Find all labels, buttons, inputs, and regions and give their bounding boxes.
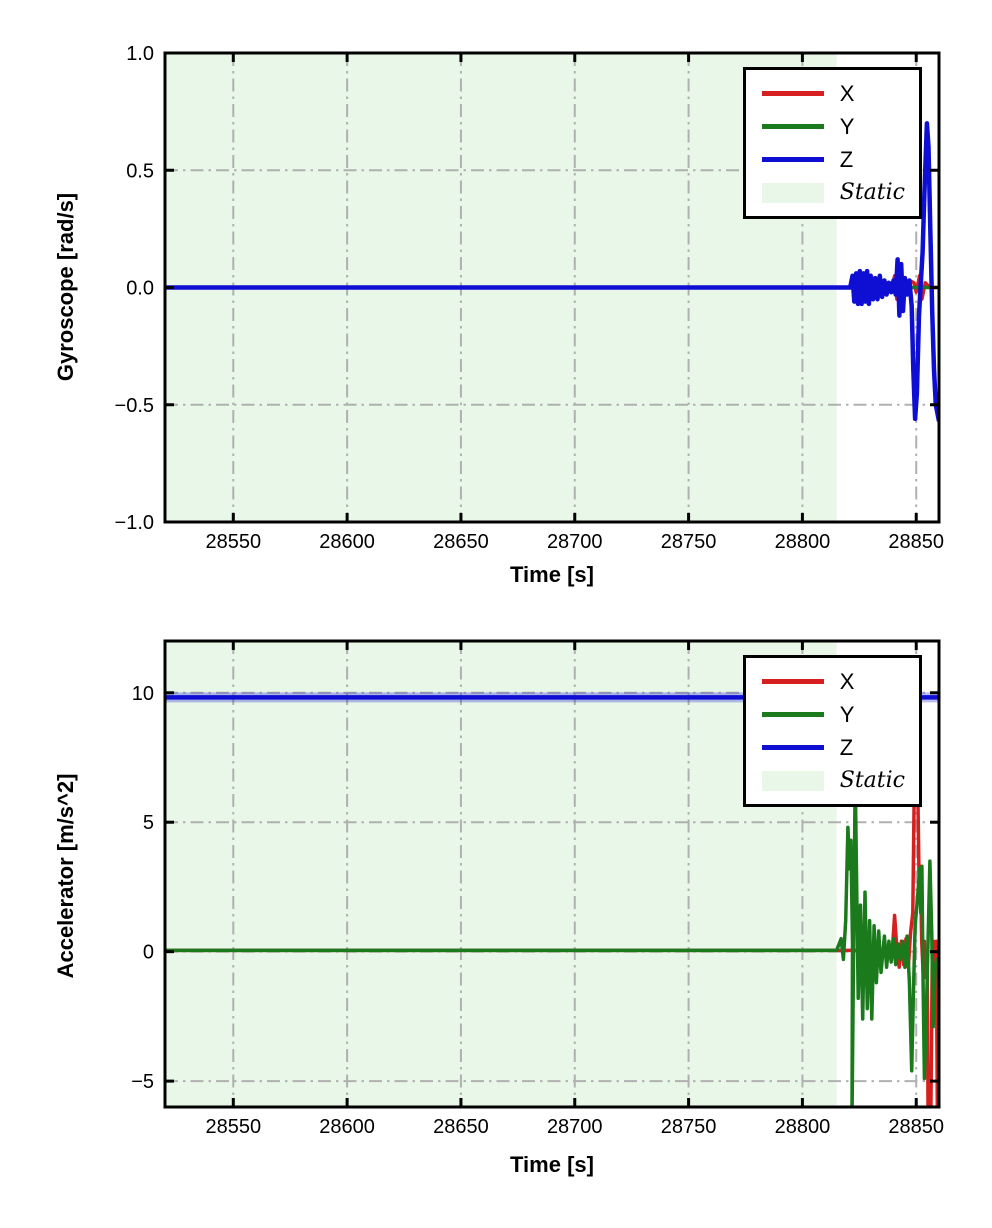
x-tick-label: 28550 xyxy=(205,1116,261,1138)
x-tick-label: 28650 xyxy=(433,531,489,553)
x-tick-label: 28800 xyxy=(775,1116,831,1138)
accelerometer-panel: 28550 28600 28650 28700 28750 28800 28850 10 5 0 −… xyxy=(0,615,992,1228)
accelerometer-chart: 28550 28600 28650 28700 28750 28800 28850 10 5 0 −… xyxy=(131,639,944,1138)
y-tick-label: 0.0 xyxy=(126,278,154,300)
y-tick-label: 5 xyxy=(143,812,154,834)
x-tick-label: 28750 xyxy=(661,1116,717,1138)
legend-line-y-icon xyxy=(761,712,824,717)
legend-patch-static-icon xyxy=(761,182,824,203)
y-tick-label: 1.0 xyxy=(126,43,154,65)
legend-line-z-icon xyxy=(761,745,824,750)
gyro-y-axis-label: Gyroscope [rad/s] xyxy=(53,192,78,382)
x-tick-label: 28700 xyxy=(547,531,603,553)
accel-y-axis-label: Accelerator [m/s^2] xyxy=(53,773,78,979)
x-tick-label: 28750 xyxy=(661,531,717,553)
legend-item-static: Static xyxy=(761,767,905,794)
legend-label-z: Z xyxy=(839,734,854,760)
series-Y-line xyxy=(165,773,939,1107)
axes-spines xyxy=(163,639,941,1109)
legend-line-x-icon xyxy=(761,91,824,96)
legend-item-z: Z xyxy=(761,734,905,761)
tick-marks xyxy=(165,51,939,524)
tick-marks xyxy=(165,641,939,1107)
x-tick-label: 28800 xyxy=(775,531,831,553)
legend-label-y: Y xyxy=(839,701,855,727)
accel-legend: X Y Z Static xyxy=(742,655,922,807)
x-tick-label: 28600 xyxy=(319,531,375,553)
legend-item-y: Y xyxy=(761,701,905,728)
gyroscope-panel: 28550 28600 28650 28700 28750 28800 28850 1.0 0.… xyxy=(53,43,945,587)
series-Z-line xyxy=(165,121,939,422)
legend-item-y: Y xyxy=(761,113,905,140)
x-tick-label: 28550 xyxy=(205,531,261,553)
legend-item-static: Static xyxy=(761,179,905,206)
legend-label-static: Static xyxy=(839,179,905,205)
static-region xyxy=(165,641,837,1107)
legend-patch-static-icon xyxy=(761,770,824,791)
x-tick-label: 28700 xyxy=(547,1116,603,1138)
series-group xyxy=(165,121,939,422)
x-tick-label: 28650 xyxy=(433,1116,489,1138)
legend-label-static: Static xyxy=(839,767,905,793)
y-tick-label: 0.5 xyxy=(126,160,154,182)
legend-line-y-icon xyxy=(761,124,824,129)
legend-label-x: X xyxy=(839,80,855,106)
accel-x-axis-label: Time [s] xyxy=(510,1152,594,1177)
legend-line-x-icon xyxy=(761,679,824,684)
legend-item-x: X xyxy=(761,80,905,107)
legend-item-x: X xyxy=(761,668,905,695)
y-tick-label: 10 xyxy=(132,683,154,705)
y-tick-label: 0 xyxy=(143,942,154,964)
gyro-legend: X Y Z Static xyxy=(742,67,922,219)
x-tick-label: 28850 xyxy=(888,1116,944,1138)
legend-item-z: Z xyxy=(761,146,905,173)
legend-label-x: X xyxy=(839,668,855,694)
x-tick-label: 28850 xyxy=(888,531,944,553)
y-tick-label: −0.5 xyxy=(115,395,154,417)
legend-label-z: Z xyxy=(839,146,854,172)
y-tick-label: −5 xyxy=(131,1071,154,1093)
legend-label-y: Y xyxy=(839,113,855,139)
legend-line-z-icon xyxy=(761,157,824,162)
gyroscope-chart: 28550 28600 28650 28700 28750 28800 28850 1.0 0.… xyxy=(115,43,945,553)
x-tick-label: 28600 xyxy=(319,1116,375,1138)
y-tick-label: −1.0 xyxy=(115,512,154,534)
gyro-x-axis-label: Time [s] xyxy=(510,562,594,587)
